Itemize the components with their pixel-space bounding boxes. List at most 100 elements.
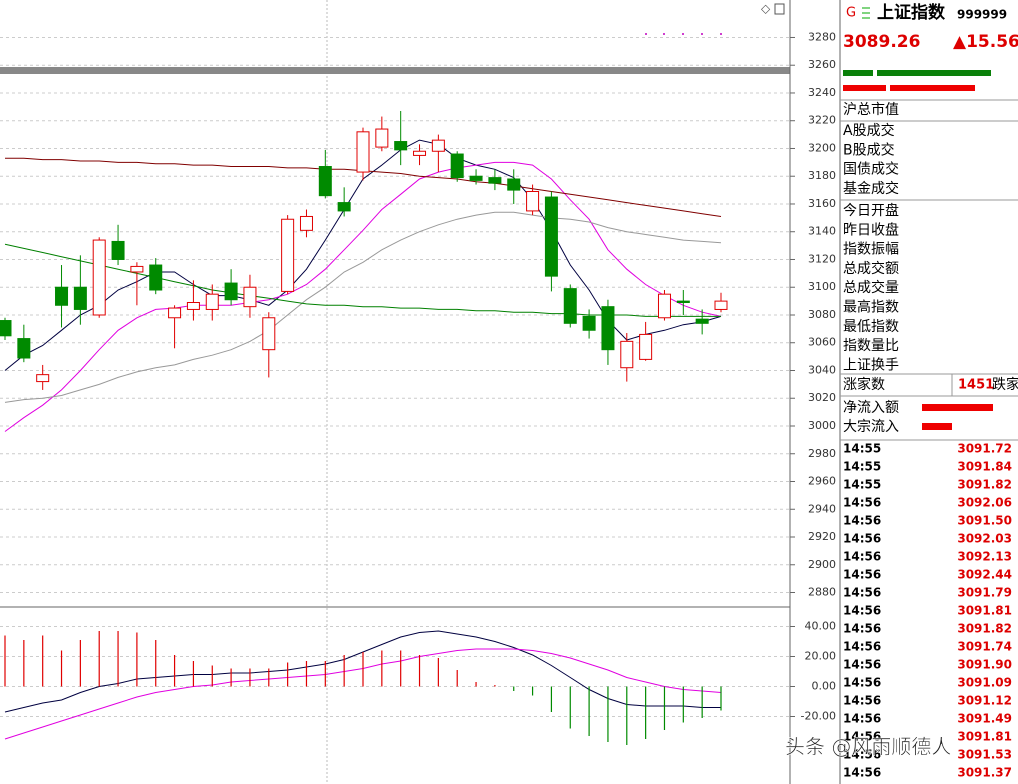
field-label: 今日开盘 (843, 202, 899, 219)
y-tick-label: 3040 (808, 363, 836, 376)
y-tick-label: 3020 (808, 391, 836, 404)
y-tick-label: 2940 (808, 502, 836, 515)
volume-bar (843, 70, 873, 76)
list-icon (862, 7, 870, 19)
y-tick-label: 3140 (808, 225, 836, 238)
y-tick-label: 20.00 (805, 650, 837, 663)
index-code: 999999 (957, 8, 1007, 22)
tick-price: 3091.84 (957, 460, 1012, 474)
candle-body (639, 333, 653, 360)
candle-body (205, 293, 219, 310)
flow-label: 大宗流入 (843, 419, 899, 435)
candle-body (413, 150, 427, 156)
tick-time: 14:56 (843, 658, 881, 672)
advancers-count: 1451 (958, 378, 994, 393)
tick-time: 14:56 (843, 514, 881, 528)
candle-body (714, 300, 728, 310)
candle-body (526, 190, 540, 212)
decliners-label: 跌家 (992, 376, 1018, 393)
candle-body (582, 315, 596, 331)
candle-body (469, 175, 483, 181)
y-tick-label: 3240 (808, 86, 836, 99)
tick-time: 14:56 (843, 496, 881, 510)
y-tick-label: 3180 (808, 169, 836, 182)
ma-line (4, 211, 722, 403)
field-label: 昨日收盘 (843, 221, 899, 238)
icon-diamond[interactable]: ◇ (761, 2, 771, 16)
flow-bar (922, 423, 952, 430)
tick-price: 3091.90 (957, 658, 1012, 672)
candle-body (281, 218, 295, 292)
candle-body (186, 302, 200, 310)
field-label: 总成交量 (843, 279, 899, 296)
candle-body (601, 306, 615, 351)
candle-body (224, 282, 238, 301)
candle-body (450, 153, 464, 179)
candle-body (507, 178, 521, 191)
y-tick-label: 3260 (808, 58, 836, 71)
tick-time: 14:56 (843, 640, 881, 654)
candle-body (488, 177, 502, 184)
tick-price: 3091.09 (957, 676, 1012, 690)
candle-body (676, 300, 690, 304)
tick-time: 14:56 (843, 730, 881, 744)
candle-body (55, 286, 69, 306)
candle-body (563, 288, 577, 324)
tick-price: 3091.72 (957, 442, 1012, 456)
y-tick-label: 3220 (808, 114, 836, 127)
candle-body (695, 318, 709, 324)
flow-bar (922, 404, 993, 411)
y-tick-label: 3200 (808, 141, 836, 154)
candle-body (73, 286, 87, 310)
gray-band (0, 67, 790, 74)
tick-price: 3091.81 (957, 604, 1012, 618)
candle-body (92, 239, 106, 316)
field-label: 国债成交 (843, 161, 899, 178)
candle-body (17, 338, 31, 359)
y-tick-label: 2920 (808, 530, 836, 543)
tick-time: 14:56 (843, 568, 881, 582)
field-label: 沪总市值 (843, 101, 899, 118)
candle-body (431, 139, 445, 152)
tick-price: 3091.74 (957, 640, 1012, 654)
candle-body (544, 196, 558, 277)
tick-time: 14:56 (843, 604, 881, 618)
tick-time: 14:56 (843, 586, 881, 600)
candle-body (36, 374, 50, 383)
tick-time: 14:55 (843, 460, 881, 474)
field-label: 指数量比 (843, 338, 899, 354)
tick-price: 3091.50 (957, 514, 1012, 528)
candle-body (337, 202, 351, 212)
tick-time: 14:56 (843, 694, 881, 708)
tick-price: 3091.82 (957, 478, 1012, 492)
field-label: 上证换手 (843, 356, 899, 373)
market-icon: G (846, 6, 856, 21)
candle-body (657, 293, 671, 319)
y-tick-label: 3120 (808, 252, 836, 265)
y-tick-label: 3100 (808, 280, 836, 293)
y-tick-label: 3000 (808, 419, 836, 432)
ma-line (4, 161, 722, 432)
field-label: 最低指数 (843, 319, 899, 335)
volume-bar (890, 85, 975, 91)
y-tick-label: 0.00 (812, 680, 837, 693)
volume-bar (843, 85, 886, 91)
candle-body (111, 240, 125, 260)
y-tick-label: 2960 (808, 475, 836, 488)
icon-window[interactable] (774, 3, 785, 15)
marker-dots (645, 33, 722, 35)
candle-body (620, 340, 634, 369)
tick-price: 3091.12 (957, 694, 1012, 708)
tick-time: 14:56 (843, 766, 881, 780)
tick-price: 3091.37 (957, 766, 1012, 780)
tick-time: 14:56 (843, 550, 881, 564)
tick-time: 14:56 (843, 712, 881, 726)
tick-time: 14:55 (843, 478, 881, 492)
index-change: ▲15.56 (953, 32, 1018, 52)
candle-body (0, 320, 12, 337)
field-label: 指数振幅 (843, 242, 899, 258)
candle-body (299, 215, 313, 231)
y-tick-label: 2900 (808, 558, 836, 571)
candle-body (375, 128, 389, 148)
